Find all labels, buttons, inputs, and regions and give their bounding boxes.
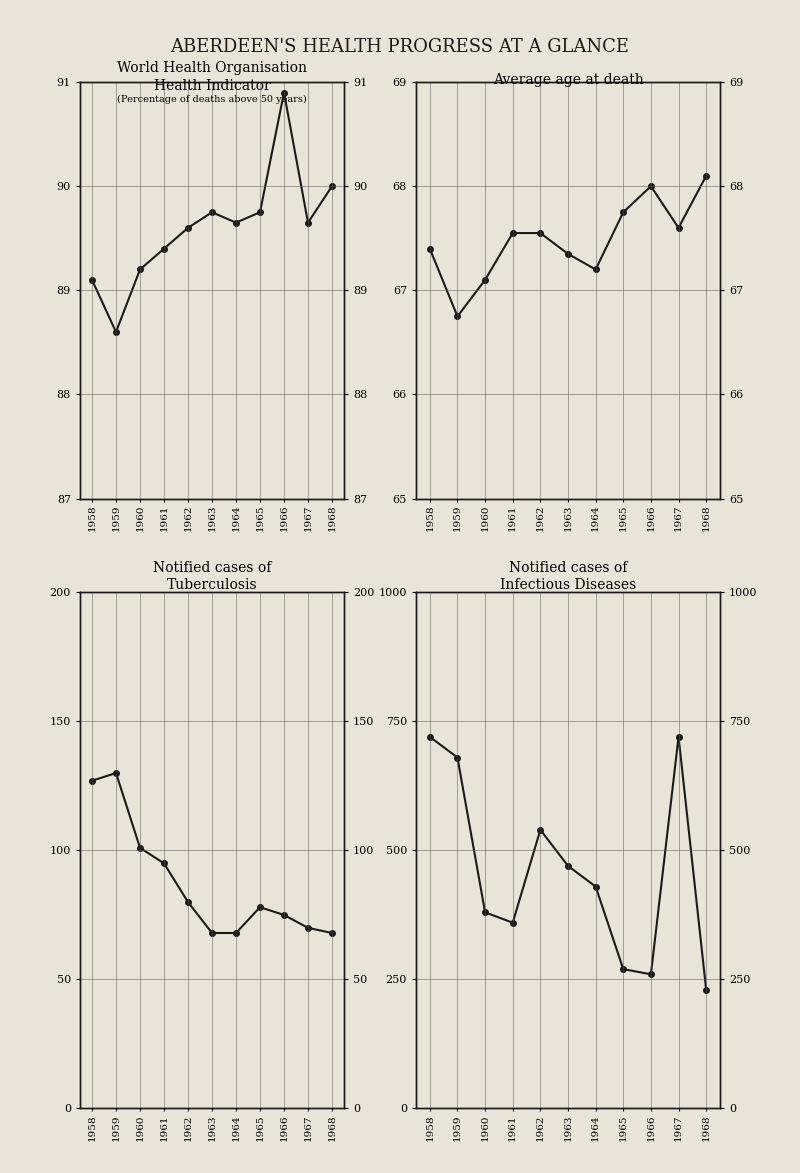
Text: Average age at death: Average age at death <box>493 73 643 87</box>
Text: World Health Organisation: World Health Organisation <box>117 61 307 75</box>
Text: (Percentage of deaths above 50 years): (Percentage of deaths above 50 years) <box>117 95 307 104</box>
Text: ABERDEEN'S HEALTH PROGRESS AT A GLANCE: ABERDEEN'S HEALTH PROGRESS AT A GLANCE <box>170 38 630 55</box>
Text: Tuberculosis: Tuberculosis <box>166 578 258 592</box>
Text: Health Indicator: Health Indicator <box>154 79 270 93</box>
Text: Infectious Diseases: Infectious Diseases <box>500 578 636 592</box>
Text: Notified cases of: Notified cases of <box>509 561 627 575</box>
Text: Notified cases of: Notified cases of <box>153 561 271 575</box>
